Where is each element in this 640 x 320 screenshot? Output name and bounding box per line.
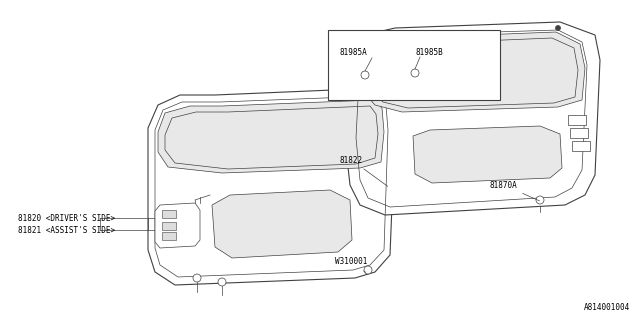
PathPatch shape [148, 88, 395, 285]
Circle shape [361, 71, 369, 79]
PathPatch shape [362, 32, 585, 112]
PathPatch shape [158, 100, 384, 173]
Text: 81821 <ASSIST'S SIDE>: 81821 <ASSIST'S SIDE> [18, 226, 115, 235]
Circle shape [556, 26, 561, 30]
PathPatch shape [345, 22, 600, 215]
Bar [570, 128, 588, 138]
Bar [568, 115, 586, 125]
Circle shape [193, 274, 201, 282]
PathPatch shape [413, 126, 562, 183]
Text: 81870A: 81870A [490, 180, 540, 201]
Circle shape [364, 266, 372, 274]
Text: W310001: W310001 [335, 258, 367, 272]
Circle shape [218, 278, 226, 286]
Text: 81985A: 81985A [340, 48, 368, 57]
PathPatch shape [212, 190, 352, 258]
PathPatch shape [155, 203, 200, 248]
Bar [162, 210, 176, 218]
Text: 81822: 81822 [340, 156, 388, 186]
Bar [162, 232, 176, 240]
Circle shape [411, 69, 419, 77]
Bar [162, 222, 176, 230]
Text: 81820 <DRIVER'S SIDE>: 81820 <DRIVER'S SIDE> [18, 213, 115, 222]
Text: 81985B: 81985B [415, 48, 443, 57]
Bar [328, 30, 500, 100]
Bar [572, 141, 590, 151]
Circle shape [536, 196, 544, 204]
Text: A814001004: A814001004 [584, 303, 630, 312]
